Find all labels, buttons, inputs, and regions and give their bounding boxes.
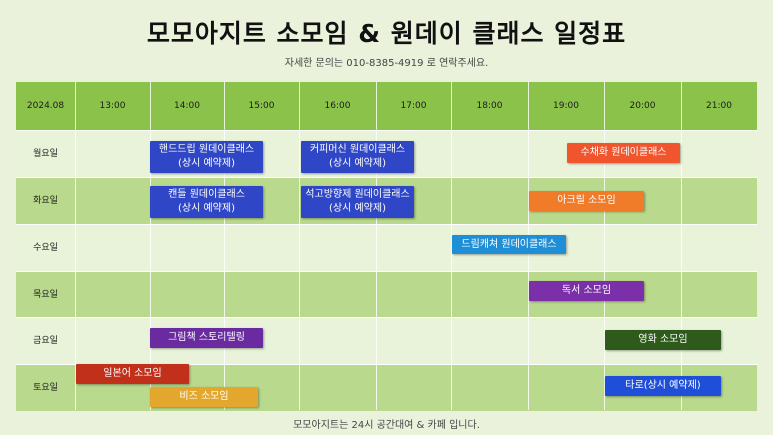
grid-divider <box>75 82 76 410</box>
event-subtitle: (상시 예약제) <box>329 203 386 214</box>
event-title: 그림책 스토리텔링 <box>168 332 245 343</box>
time-label: 21:00 <box>706 101 732 111</box>
event-diffuser-class[interactable]: 석고방향제 원데이클래스 (상시 예약제) <box>301 186 414 218</box>
event-japanese-club[interactable]: 일본어 소모임 <box>76 364 189 384</box>
event-title: 타로(상시 예약제) <box>625 380 701 391</box>
day-label: 토요일 <box>33 383 58 393</box>
event-embroidery-class[interactable]: 수채화 원데이클래스 <box>567 143 680 163</box>
month-label: 2024.08 <box>26 101 65 111</box>
event-title: 핸드드립 원데이클래스 <box>158 144 255 155</box>
grid-divider <box>451 82 452 410</box>
contact-subtitle: 자세한 문의는 010-8385-4919 로 연락주세요. <box>284 58 489 69</box>
event-reading-club[interactable]: 독서 소모임 <box>529 281 644 301</box>
event-title: 커피머신 원데이클래스 <box>309 144 406 155</box>
event-subtitle: (상시 예약제) <box>178 158 235 169</box>
day-label: 월요일 <box>33 149 58 159</box>
event-acrylic-club[interactable]: 아크릴 소모임 <box>529 191 644 211</box>
event-movie-club[interactable]: 영화 소모임 <box>605 330 721 350</box>
time-label: 13:00 <box>99 101 126 111</box>
event-title: 비즈 소모임 <box>179 391 229 402</box>
time-header-row: 2024.08 13:00 14:00 15:00 16:00 17:00 18… <box>16 82 757 130</box>
event-title: 일본어 소모임 <box>103 368 162 379</box>
event-subtitle: (상시 예약제) <box>178 203 235 214</box>
footer-note: 모모아지트는 24시 공간대여 & 카페 입니다. <box>293 420 480 431</box>
time-label: 18:00 <box>476 101 503 111</box>
time-label: 19:00 <box>553 101 579 111</box>
grid-divider <box>299 82 300 410</box>
day-label: 금요일 <box>33 336 58 346</box>
grid-divider <box>224 82 225 410</box>
event-coffee-machine-class[interactable]: 커피머신 원데이클래스 (상시 예약제) <box>301 141 414 173</box>
day-label: 수요일 <box>33 243 58 253</box>
event-title: 수채화 원데이클래스 <box>580 147 667 158</box>
event-tarot-booking[interactable]: 타로(상시 예약제) <box>605 376 721 396</box>
event-title: 석고방향제 원데이클래스 <box>305 189 410 200</box>
time-label: 20:00 <box>629 101 656 111</box>
event-picturebook-club[interactable]: 그림책 스토리텔링 <box>150 328 263 348</box>
event-title: 캔들 원데이클래스 <box>168 189 245 200</box>
schedule-grid: 2024.08 13:00 14:00 15:00 16:00 17:00 18… <box>16 82 757 411</box>
grid-divider <box>376 82 377 410</box>
day-row-thu: 목요일 <box>16 271 757 319</box>
time-label: 14:00 <box>174 101 200 111</box>
day-label: 목요일 <box>33 290 58 300</box>
time-label: 16:00 <box>324 101 351 111</box>
event-title: 독서 소모임 <box>561 285 612 296</box>
grid-divider <box>681 82 682 410</box>
event-hand-drip-class[interactable]: 핸드드립 원데이클래스 (상시 예약제) <box>150 141 263 173</box>
time-label: 15:00 <box>248 101 275 111</box>
event-beads-club[interactable]: 비즈 소모임 <box>150 387 258 407</box>
event-title: 영화 소모임 <box>638 334 688 345</box>
event-dreamcatcher-class[interactable]: 드림캐쳐 원데이클래스 <box>452 235 566 254</box>
day-label: 화요일 <box>33 196 58 206</box>
event-title: 아크릴 소모임 <box>557 195 616 206</box>
grid-divider <box>604 82 605 410</box>
page-title: 모모아지트 소모임 & 원데이 클래스 일정표 <box>146 19 627 48</box>
event-candle-class[interactable]: 캔들 원데이클래스 (상시 예약제) <box>150 186 263 218</box>
day-row-wed: 수요일 <box>16 224 757 272</box>
time-label: 17:00 <box>400 101 427 111</box>
event-title: 드림캐쳐 원데이클래스 <box>461 238 557 250</box>
event-subtitle: (상시 예약제) <box>329 158 386 169</box>
grid-divider <box>150 82 151 410</box>
